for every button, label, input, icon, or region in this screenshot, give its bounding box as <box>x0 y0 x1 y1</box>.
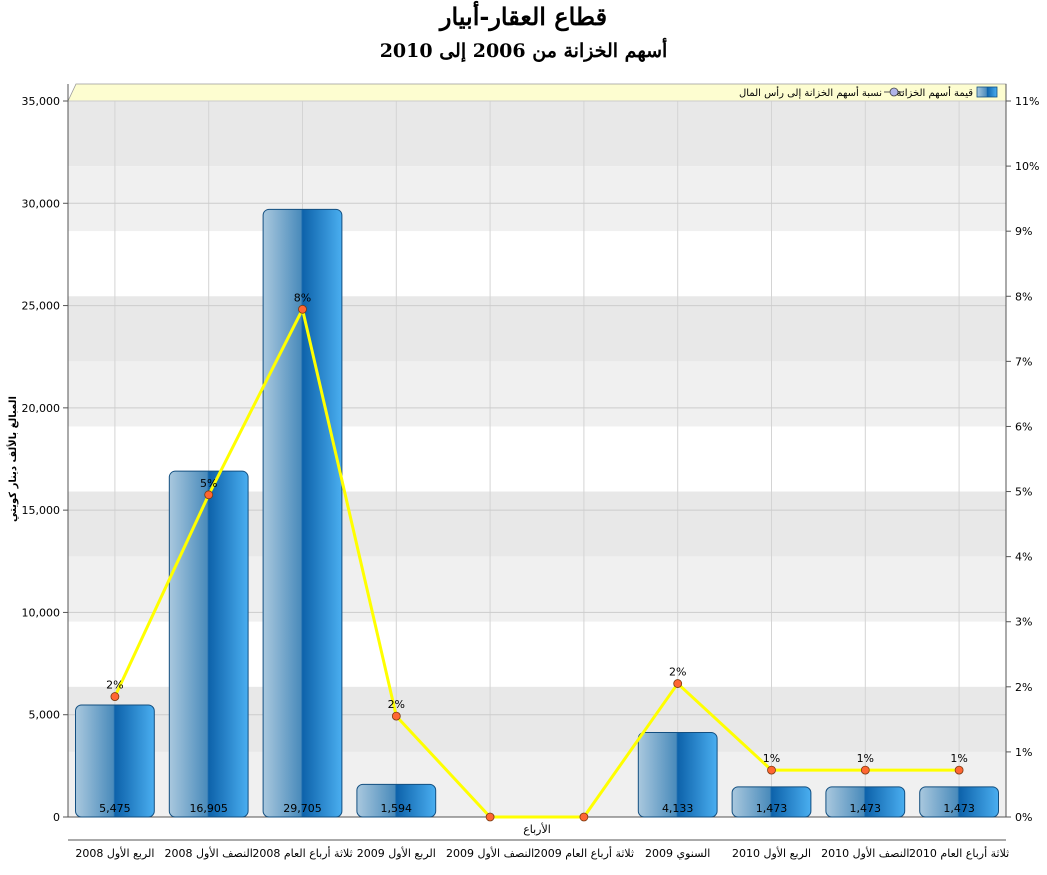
line-marker <box>954 765 964 775</box>
line-marker <box>579 812 589 822</box>
plot-band <box>68 296 1006 362</box>
plot-band <box>68 231 1006 297</box>
x-tick-label: النصف الأول 2009 <box>446 846 534 860</box>
chart-title: قطاع العقار-أبيار <box>439 2 608 31</box>
bar <box>825 786 906 818</box>
bar <box>168 470 249 818</box>
y2-tick-label: 8% <box>1015 290 1032 303</box>
bar-value-label: 1,473 <box>756 802 788 815</box>
legend-label-line: نسبة أسهم الخزانة إلى رأس المال <box>739 86 882 99</box>
y2-tick-label: 6% <box>1015 420 1032 433</box>
line-value-label: 5% <box>200 477 217 490</box>
y2-tick-label: 5% <box>1015 486 1032 499</box>
bar-value-label: 29,705 <box>283 802 322 815</box>
line-value-label: 1% <box>857 752 874 765</box>
y-tick-label: 35,000 <box>22 95 61 108</box>
line-value-label: 2% <box>669 666 686 679</box>
legend-swatch-marker <box>889 87 899 97</box>
x-tick-label: ثلاثة أرباع العام 2010 <box>909 846 1009 860</box>
line-value-label: 2% <box>106 679 123 692</box>
x-tick-label: السنوي 2009 <box>645 847 710 860</box>
y2-tick-label: 9% <box>1015 225 1032 238</box>
y-tick-label: 15,000 <box>22 504 61 517</box>
legend-swatch-bars <box>976 86 998 98</box>
plot-band <box>68 166 1006 232</box>
line-marker <box>860 765 870 775</box>
y2-tick-label: 11% <box>1015 95 1039 108</box>
y-tick-label: 10,000 <box>22 606 61 619</box>
bar <box>75 704 155 818</box>
chart-subtitle: أسهم الخزانة من 2006 إلى 2010 <box>379 40 668 62</box>
x-tick-label: الربع الأول 2008 <box>75 846 154 860</box>
y2-tick-label: 3% <box>1015 616 1032 629</box>
x-axis-title: الأرباع <box>523 822 551 836</box>
line-marker <box>767 765 776 775</box>
line-series <box>113 307 960 819</box>
y-tick-label: 30,000 <box>22 197 61 210</box>
x-tick-label: ثلاثة أرباع العام 2008 <box>252 846 352 860</box>
x-tick-label: النصف الأول 2008 <box>165 846 253 860</box>
y2-tick-label: 4% <box>1015 551 1032 564</box>
bar <box>356 783 437 818</box>
plot-band <box>68 101 1006 167</box>
line-value-label: 8% <box>294 291 311 304</box>
bar-value-label: 5,475 <box>99 802 131 815</box>
bar <box>262 208 343 818</box>
x-tick-label: الربع الأول 2009 <box>357 846 436 860</box>
bar-value-label: 16,905 <box>189 802 228 815</box>
line-marker <box>485 812 495 822</box>
x-tick-label: ثلاثة أرباع العام 2009 <box>534 846 634 860</box>
line-marker <box>391 711 401 721</box>
line-value-label: 1% <box>950 752 967 765</box>
line-value-label: 2% <box>388 698 405 711</box>
y-tick-label: 0 <box>53 811 60 824</box>
line-marker <box>204 490 214 500</box>
bar <box>637 731 718 818</box>
y-tick-label: 25,000 <box>22 300 61 313</box>
y2-tick-label: 1% <box>1015 746 1032 759</box>
y2-tick-label: 2% <box>1015 681 1032 694</box>
y2-tick-label: 7% <box>1015 355 1032 368</box>
x-tick-label: النصف الأول 2010 <box>821 846 909 860</box>
bar-value-label: 1,473 <box>943 802 975 815</box>
plot-band <box>68 361 1006 427</box>
bar <box>919 786 999 818</box>
y-tick-label: 20,000 <box>22 402 61 415</box>
legend-label-bars: قيمة أسهم الخزانة <box>897 86 974 99</box>
bar <box>731 786 812 818</box>
y-axis-title: المبالغ بالألف دينار كويتي <box>6 396 19 522</box>
y-tick-label: 5,000 <box>29 709 61 722</box>
bar-value-label: 1,473 <box>850 802 882 815</box>
line-marker <box>298 304 307 314</box>
y2-tick-label: 0% <box>1015 811 1032 824</box>
line-value-label: 1% <box>763 752 780 765</box>
y2-tick-label: 10% <box>1015 160 1039 173</box>
x-tick-label: الربع الأول 2010 <box>732 846 811 860</box>
line-marker <box>110 692 120 701</box>
line-marker <box>673 679 683 688</box>
bar-value-label: 1,594 <box>381 802 413 815</box>
bar-value-label: 4,133 <box>662 802 694 815</box>
